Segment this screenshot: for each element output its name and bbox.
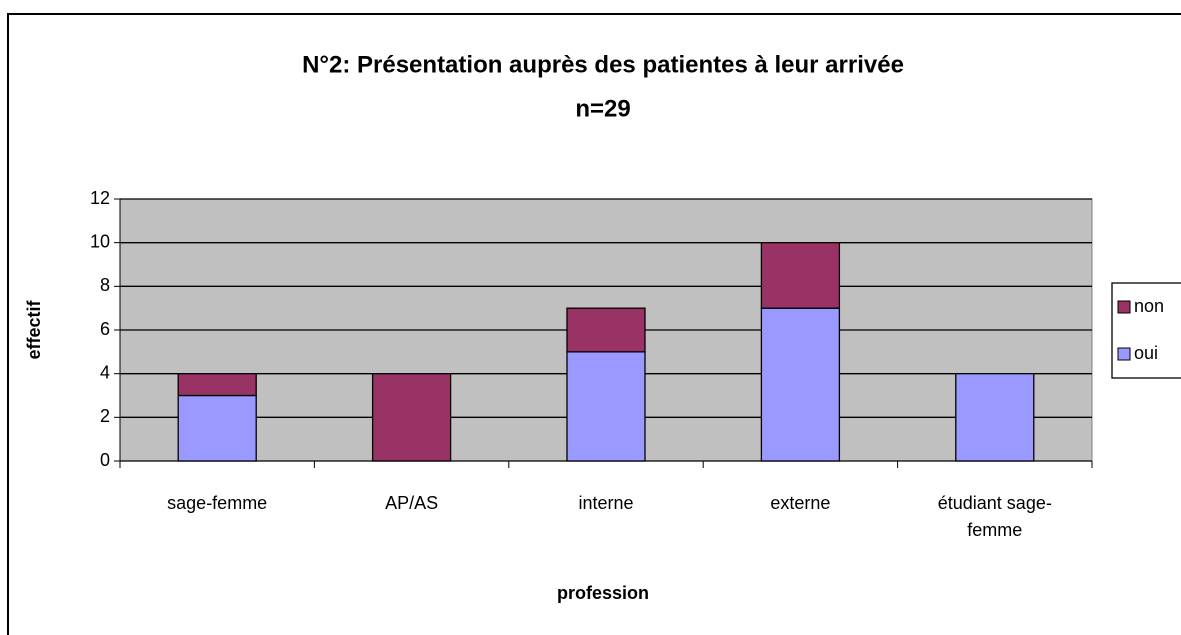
bar-segment (760, 242, 841, 309)
y-tick-label: 2 (100, 406, 110, 426)
bar-segment (371, 373, 452, 462)
y-tick-label: 10 (90, 231, 110, 251)
bar-segment (566, 307, 646, 353)
chart-subtitle: n=29 (575, 95, 630, 122)
legend-swatch (1117, 300, 1131, 314)
legend-box (1111, 282, 1181, 379)
y-tick-label: 8 (100, 275, 110, 295)
bar-segment (177, 394, 257, 462)
x-tick-label: externe (770, 493, 831, 513)
chart-title: N°2: Présentation auprès des patientes à… (302, 51, 904, 78)
legend-label: non (1134, 296, 1164, 316)
bar-segment (955, 373, 1035, 462)
legend-label: oui (1134, 343, 1158, 363)
bar-segment (177, 373, 257, 397)
bar-segment (760, 307, 841, 462)
y-tick-label: 6 (100, 319, 110, 339)
x-tick-label: AP/AS (385, 493, 439, 513)
legend-swatch (1117, 347, 1131, 361)
y-tick-label: 12 (90, 188, 110, 208)
x-axis-label: profession (557, 583, 649, 603)
y-axis-label: effectif (24, 299, 44, 359)
x-tick-label: sage-femme (167, 493, 268, 513)
y-tick-label: 0 (100, 450, 110, 470)
x-tick-label: étudiant sage-femme (937, 493, 1052, 540)
y-tick-label: 4 (100, 362, 110, 382)
x-tick-label: interne (578, 493, 634, 513)
bar-segment (566, 351, 646, 462)
